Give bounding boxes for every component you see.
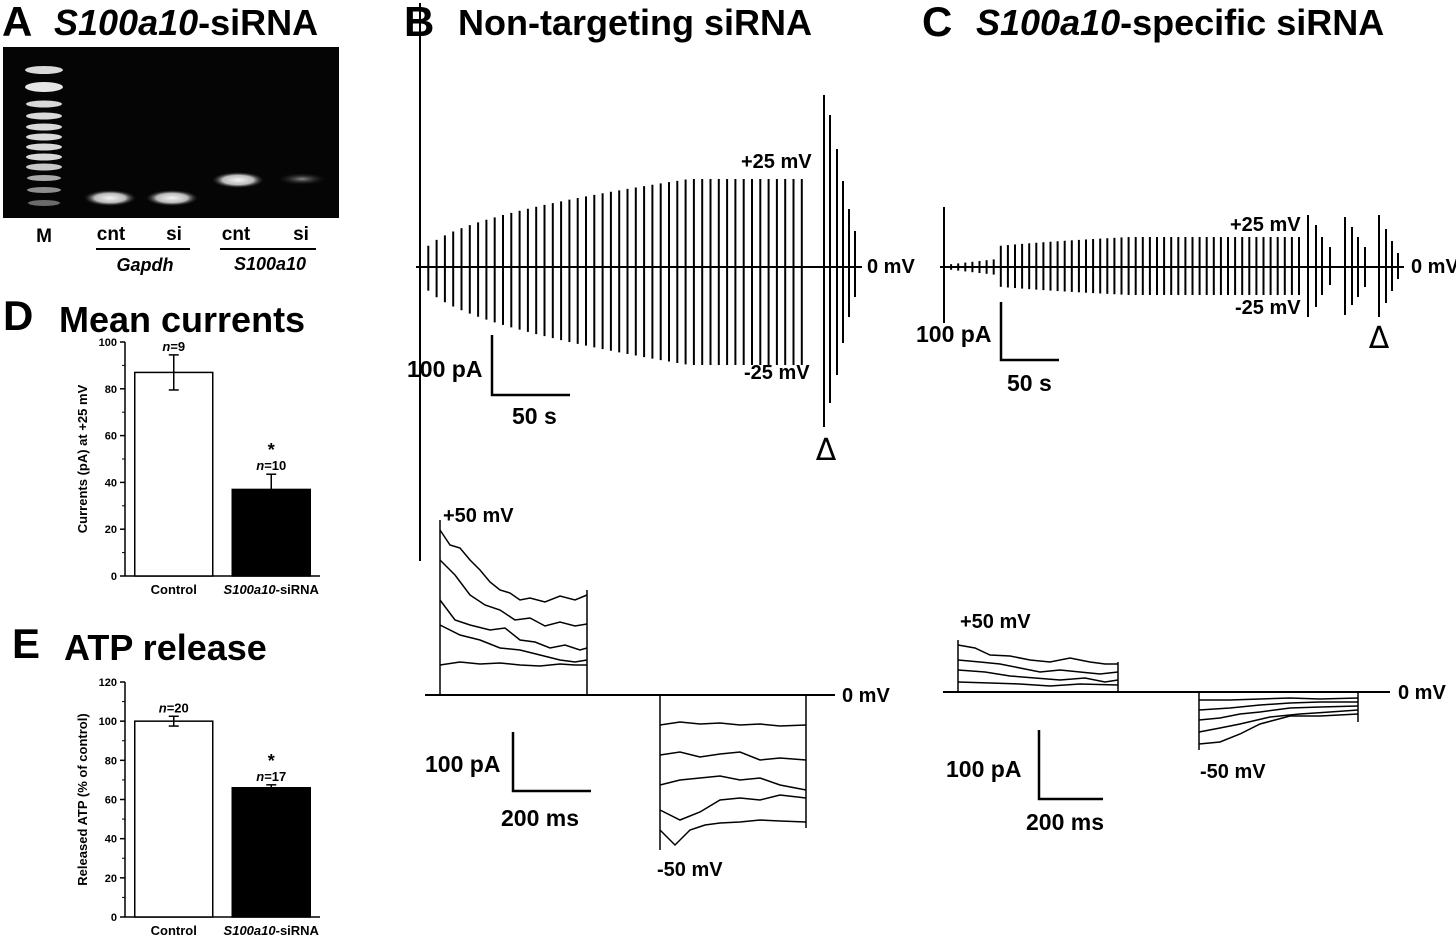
- panel-c: C S100a10-specific siRNA +25 mV 0 mV -25…: [916, 0, 1456, 835]
- lane-label-2: si: [166, 224, 182, 245]
- b-bottom-trace: [425, 520, 835, 850]
- b-top-marker-icon: Δ: [816, 433, 837, 468]
- y-tick-label: 100: [99, 337, 117, 349]
- atp-release-chart: 0 20 40 60 80 100 120 Released ATP (% of contro…: [75, 677, 320, 938]
- y-tick-label: 40: [105, 834, 117, 846]
- panel-c-title-suffix: -specific siRNA: [1120, 2, 1384, 43]
- c-bottom-vzero: 0 mV: [1398, 682, 1446, 704]
- y-tick-label: 40: [105, 477, 117, 489]
- y-tick-label: 0: [111, 571, 117, 583]
- category-label: Control: [151, 923, 197, 938]
- y-axis-label: Currents (pA) at +25 mV: [75, 384, 90, 533]
- c-top-vpos: +25 mV: [1230, 214, 1301, 236]
- lane-label-4: si: [293, 224, 309, 245]
- b-top-trace: [419, 3, 856, 561]
- significance-marker: *: [268, 440, 275, 460]
- category-label: Control: [151, 582, 197, 597]
- b-top-vzero: 0 mV: [867, 256, 915, 278]
- c-bottom-scale-bar: [1037, 730, 1103, 801]
- panel-b: B Non-targeting siRNA +25 mV 0 mV -25 mV…: [404, 0, 915, 881]
- panel-d-letter: D: [3, 292, 33, 339]
- y-tick-label: 100: [99, 716, 117, 728]
- gel-band-gapdh-si: [146, 190, 198, 206]
- category-label: S100a10-siRNA: [224, 923, 320, 938]
- panel-a-title: S100a10-siRNA: [54, 2, 318, 43]
- y-tick-label: 60: [105, 795, 117, 807]
- y-tick-label: 60: [105, 431, 117, 443]
- significance-marker: *: [268, 751, 275, 771]
- panel-a-title-gene: S100a10: [54, 2, 198, 43]
- c-bottom-trace: [943, 640, 1390, 750]
- b-top-scale-x: 50 s: [512, 403, 557, 429]
- c-top-scale-bar: [999, 302, 1059, 362]
- b-top-scale-y: 100 pA: [407, 356, 482, 382]
- gel-band-s100a10-si: [278, 173, 326, 185]
- b-bottom-scale-x: 200 ms: [501, 805, 579, 831]
- category-label: S100a10-siRNA: [224, 582, 320, 597]
- y-tick-label: 20: [105, 873, 117, 885]
- gel-band-gapdh-cnt: [84, 190, 136, 206]
- gene-label-gapdh: Gapdh: [117, 255, 174, 275]
- gene-label-s100a10: S100a10: [234, 254, 306, 274]
- b-bottom-scale-bar: [511, 732, 591, 793]
- panel-c-title-gene: S100a10: [976, 2, 1120, 43]
- n-label: n=20: [159, 700, 189, 715]
- panel-e: E ATP release 0 20 40 60 80 100 120 Released AT…: [12, 620, 320, 938]
- y-axis-label: Released ATP (% of control): [75, 713, 90, 885]
- bar: [134, 720, 214, 918]
- c-top-vzero: 0 mV: [1411, 256, 1456, 278]
- panel-e-letter: E: [12, 620, 40, 667]
- b-bottom-vzero: 0 mV: [842, 685, 890, 707]
- c-top-marker-icon: Δ: [1369, 321, 1390, 356]
- c-top-vneg: -25 mV: [1235, 297, 1301, 319]
- panel-b-title: Non-targeting siRNA: [458, 2, 812, 43]
- panel-e-title: ATP release: [64, 627, 267, 668]
- c-top-scale-x: 50 s: [1007, 370, 1052, 396]
- y-tick-label: 80: [105, 384, 117, 396]
- panel-a-letter: A: [2, 0, 32, 45]
- b-top-vneg: -25 mV: [744, 362, 810, 384]
- y-tick-label: 120: [99, 677, 117, 689]
- panel-c-letter: C: [922, 0, 952, 45]
- bar: [231, 488, 311, 577]
- panel-a: A S100a10-siRNA M cnt si cnt si: [2, 0, 339, 275]
- gel-band-s100a10-cnt: [212, 172, 264, 188]
- b-top-vpos: +25 mV: [741, 151, 812, 173]
- c-bottom-scale-x: 200 ms: [1026, 809, 1104, 835]
- y-tick-label: 20: [105, 524, 117, 536]
- y-tick-label: 0: [111, 912, 117, 924]
- lane-label-3: cnt: [222, 224, 251, 245]
- b-bottom-scale-y: 100 pA: [425, 751, 500, 777]
- lane-label-1: cnt: [97, 224, 126, 245]
- mean-currents-chart: 0 20 40 60 80 100 Currents (pA) at +25 mV n=9 Co…: [75, 337, 320, 597]
- y-tick-label: 80: [105, 755, 117, 767]
- gel-marker-label: M: [36, 226, 52, 247]
- n-label: n=9: [162, 339, 185, 354]
- b-bottom-vpos: +50 mV: [443, 505, 514, 527]
- c-top-trace: [943, 207, 1399, 323]
- c-bottom-scale-y: 100 pA: [946, 756, 1021, 782]
- c-bottom-vpos: +50 mV: [960, 611, 1031, 633]
- bar: [134, 371, 214, 577]
- b-bottom-vneg: -50 mV: [657, 859, 723, 881]
- panel-a-title-suffix: -siRNA: [198, 2, 318, 43]
- panel-c-title: S100a10-specific siRNA: [976, 2, 1384, 43]
- n-label: n=10: [256, 458, 286, 473]
- c-bottom-vneg: -50 mV: [1200, 761, 1266, 783]
- bar: [231, 787, 311, 918]
- b-top-scale-bar: [490, 335, 570, 397]
- c-top-scale-y: 100 pA: [916, 321, 991, 347]
- panel-d: D Mean currents 0 20 40 60 80 100 Currents (pA…: [3, 292, 320, 597]
- gel-ladder: [25, 66, 63, 206]
- n-label: n=17: [256, 769, 286, 784]
- panel-d-title: Mean currents: [59, 299, 305, 340]
